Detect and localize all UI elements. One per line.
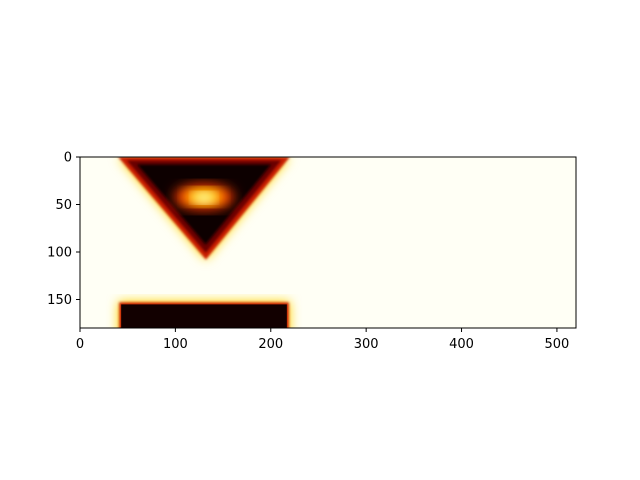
y-tick-label: 150 <box>47 293 72 308</box>
x-tick-label: 0 <box>76 337 84 352</box>
x-tick-label: 400 <box>449 337 474 352</box>
y-tick-label: 100 <box>47 246 72 261</box>
x-tick-label: 500 <box>545 337 570 352</box>
y-tick-label: 0 <box>64 151 72 166</box>
x-tick-label: 200 <box>258 337 283 352</box>
y-axis: 0 50 100 150 <box>47 151 80 308</box>
bright-spot-core <box>193 192 215 203</box>
y-tick-label: 50 <box>55 198 72 213</box>
heatmap-image <box>118 157 290 328</box>
x-tick-label: 300 <box>354 337 379 352</box>
x-tick-label: 100 <box>163 337 188 352</box>
axes-frame <box>79 156 577 329</box>
slab-core <box>121 304 287 328</box>
x-axis: 0 100 200 300 400 500 <box>76 328 569 352</box>
